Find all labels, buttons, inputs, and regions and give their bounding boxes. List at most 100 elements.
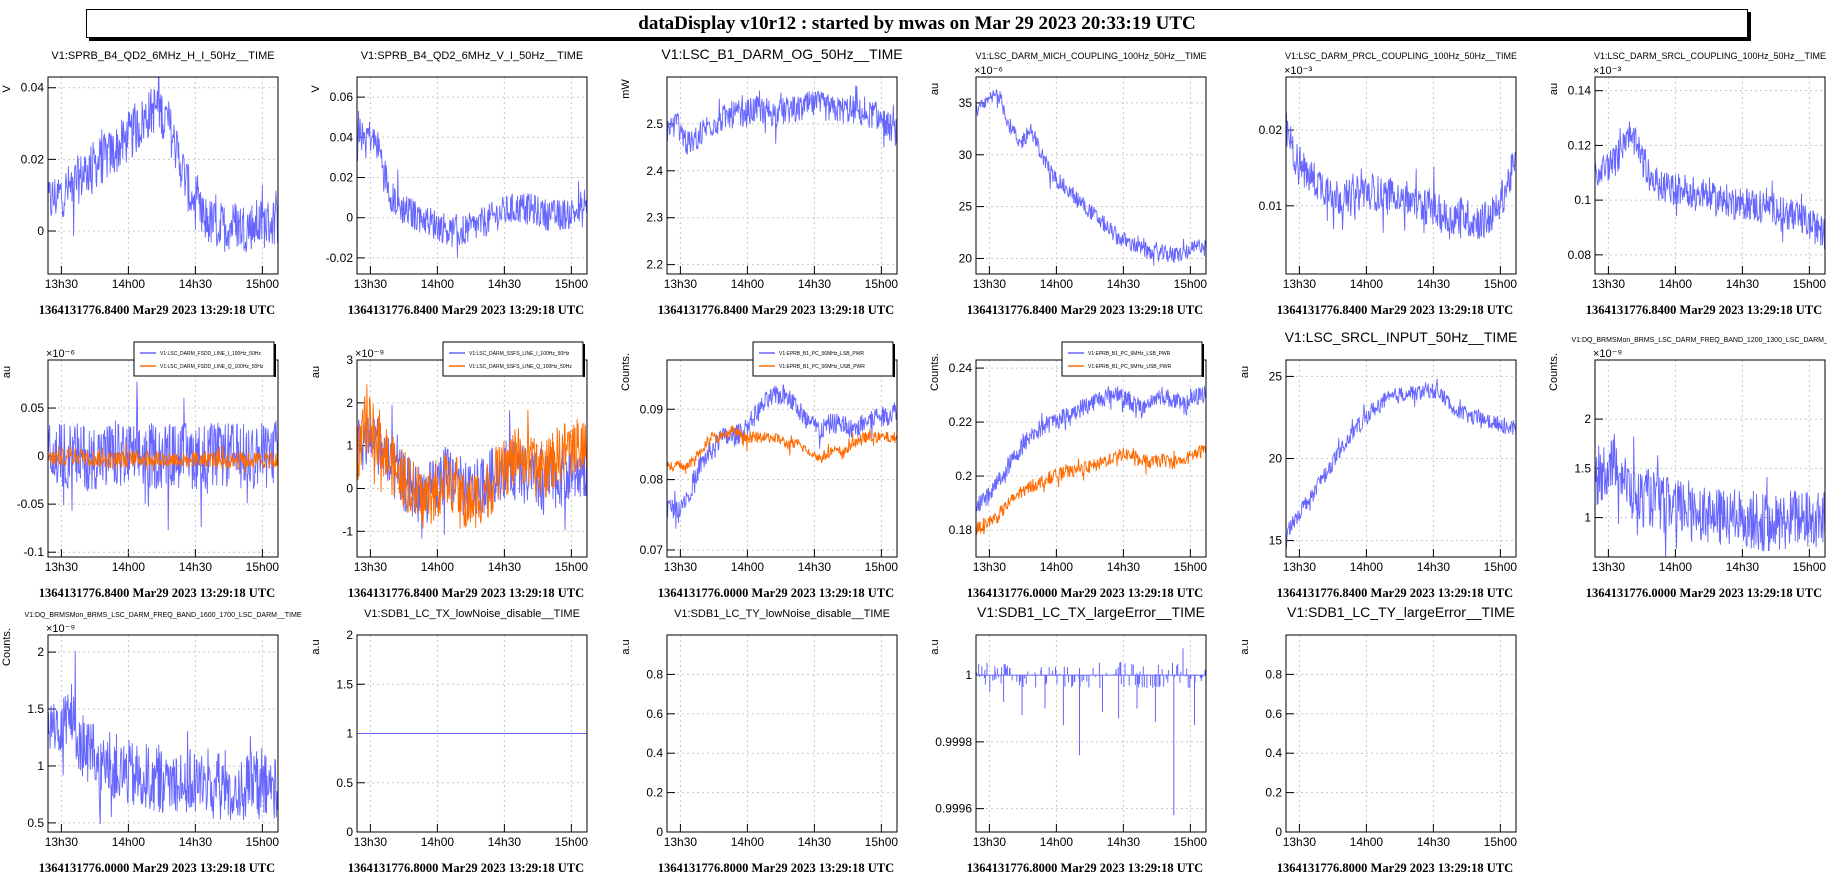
series-line-orange — [48, 441, 278, 474]
series-line-blue — [976, 385, 1206, 514]
x-tick-label: 14h30 — [798, 560, 832, 574]
y-axis-label: au — [1548, 83, 1560, 95]
x-tick-label: 13h30 — [354, 560, 388, 574]
chart-footer-timestamp: 1364131776.8400 Mar29 2023 13:29:18 UTC — [1277, 303, 1513, 317]
x-tick-label: 13h30 — [1283, 560, 1317, 574]
legend-entry-label: V1:EPRB_B1_PC_56MHz_USB_PWR — [779, 364, 865, 370]
legend: V1:LSC_DARM_SSFS_LINE_I_100Hz_50Hz V1:LSC… — [442, 341, 585, 377]
y-tick-label: 0.2 — [646, 786, 663, 800]
x-tick-label: 14h30 — [798, 835, 832, 849]
x-tick-label: 14h00 — [1040, 277, 1074, 291]
y-tick-label: 0.5 — [336, 776, 353, 790]
y-tick-label: 0.9998 — [935, 735, 972, 749]
x-tick-label: 15h00 — [1793, 277, 1827, 291]
y-tick-label: 0.04 — [330, 130, 354, 144]
chart-title: V1:LSC_SRCL_INPUT_50Hz__TIME — [1285, 329, 1518, 345]
x-tick-label: 15h00 — [1174, 835, 1208, 849]
x-tick-label: 13h30 — [45, 835, 79, 849]
y-exponent-label: ×10⁻³ — [1284, 65, 1312, 77]
x-tick-label: 13h30 — [664, 560, 698, 574]
y-axis-label: a.u — [620, 639, 632, 654]
chart-footer-timestamp: 1364131776.8400 Mar29 2023 13:29:18 UTC — [348, 586, 584, 600]
plot-frame — [1594, 76, 1826, 275]
y-axis-label: a.u — [1239, 639, 1251, 654]
chart-panel-4: V1:LSC_DARM_MICH_COUPLING_100Hz_50Hz__TI… — [929, 51, 1207, 317]
y-axis-label: mW — [620, 79, 632, 99]
legend-entry-label: V1:LSC_DARM_FSDD_LINE_Q_100Hz_50Hz — [160, 364, 264, 370]
x-tick-label: 13h30 — [45, 277, 79, 291]
y-tick-label: 1 — [346, 439, 353, 453]
chart-title: V1:SPRB_B4_QD2_6MHz_H_I_50Hz__TIME — [51, 50, 274, 62]
x-tick-label: 14h00 — [1350, 277, 1384, 291]
y-tick-label: 2.4 — [646, 164, 663, 178]
y-tick-label: 0.08 — [1568, 248, 1592, 262]
y-tick-label: 0 — [346, 211, 353, 225]
x-tick-label: 14h00 — [1350, 560, 1384, 574]
x-tick-label: 14h30 — [1417, 560, 1451, 574]
x-tick-label: 14h30 — [179, 835, 213, 849]
y-tick-label: 0 — [37, 224, 44, 238]
x-tick-label: 13h30 — [973, 277, 1007, 291]
y-tick-label: 0.06 — [330, 90, 354, 104]
chart-title: V1:SPRB_B4_QD2_6MHz_V_I_50Hz__TIME — [361, 50, 584, 62]
x-tick-label: 14h00 — [112, 277, 146, 291]
legend: V1:LSC_DARM_FSDD_LINE_I_100Hz_50Hz V1:LSC… — [133, 341, 276, 377]
chart-footer-timestamp: 1364131776.8400 Mar29 2023 13:29:18 UTC — [39, 303, 275, 317]
plot-frame — [47, 76, 279, 275]
y-tick-label: -0.1 — [23, 545, 44, 559]
legend: V1:EPRB_B1_PC_56MHz_LSB_PWR V1:EPRB_B1_PC… — [752, 341, 895, 377]
series-line-blue — [976, 661, 1206, 689]
chart-footer-timestamp: 1364131776.8000 Mar29 2023 13:29:18 UTC — [1277, 861, 1513, 875]
x-tick-label: 14h30 — [179, 277, 213, 291]
chart-footer-timestamp: 1364131776.0000 Mar29 2023 13:29:18 UTC — [1586, 586, 1822, 600]
x-tick-label: 14h00 — [421, 277, 455, 291]
y-tick-label: 2 — [1584, 412, 1591, 426]
series-line-blue — [1595, 433, 1825, 557]
legend-entry-label: V1:LSC_DARM_FSDD_LINE_I_100Hz_50Hz — [160, 351, 261, 357]
series-line-blue — [667, 85, 897, 155]
y-axis-label: Counts. — [1548, 353, 1560, 391]
chart-title: V1:LSC_B1_DARM_OG_50Hz__TIME — [661, 46, 902, 62]
chart-panel-12: V1:DQ_BRMSMon_BRMS_LSC_DARM_FREQ_BAND_12… — [1548, 337, 1827, 600]
chart-panel-3: V1:LSC_B1_DARM_OG_50Hz__TIME mW 13h30 14h00… — [620, 46, 903, 317]
y-tick-label: 1.5 — [27, 702, 44, 716]
legend: V1:EPRB_B1_PC_6MHz_LSB_PWR V1:EPRB_B1_PC_… — [1061, 341, 1204, 377]
chart-panel-16: V1:SDB1_LC_TX_largeError__TIME a.u 13h30 14… — [929, 604, 1207, 875]
x-tick-label: 14h00 — [1040, 560, 1074, 574]
y-tick-label: 1 — [1584, 511, 1591, 525]
y-tick-label: 0.9996 — [935, 802, 972, 816]
y-axis-label: Counts. — [1, 628, 13, 666]
chart-panel-14: V1:SDB1_LC_TX_lowNoise_disable__TIME a.u 1… — [310, 608, 588, 875]
chart-panel-8: au ×10⁻⁹ 13h30 14h00 14h30 15h00 -1 0 1 2 3 V1:LSC_… — [310, 341, 588, 600]
chart-footer-timestamp: 1364131776.0000 Mar29 2023 13:29:18 UTC — [967, 586, 1203, 600]
x-tick-label: 15h00 — [246, 277, 280, 291]
y-axis-label: au — [310, 366, 322, 378]
x-tick-label: 14h00 — [1040, 835, 1074, 849]
y-tick-label: 0 — [656, 825, 663, 839]
y-axis-label: Counts. — [620, 353, 632, 391]
y-tick-label: 0 — [1275, 825, 1282, 839]
series-line-orange — [357, 384, 587, 529]
plot-frame — [1285, 359, 1517, 558]
x-tick-label: 15h00 — [555, 835, 589, 849]
x-tick-label: 13h30 — [973, 560, 1007, 574]
chart-footer-timestamp: 1364131776.8000 Mar29 2023 13:29:18 UTC — [658, 861, 894, 875]
y-tick-label: 2.5 — [646, 117, 663, 131]
x-tick-label: 13h30 — [45, 560, 79, 574]
plot-frame — [356, 634, 588, 833]
y-axis-label: V — [1, 85, 13, 93]
series-line-blue — [1595, 121, 1825, 250]
y-tick-label: 0.22 — [949, 415, 973, 429]
y-exponent-label: ×10⁻⁹ — [355, 348, 384, 360]
display-title: dataDisplay v10r12 : started by mwas on … — [638, 12, 1196, 34]
x-tick-label: 14h00 — [731, 277, 765, 291]
y-tick-label: 0.5 — [27, 816, 44, 830]
x-tick-label: 13h30 — [354, 835, 388, 849]
x-tick-label: 13h30 — [664, 277, 698, 291]
plot-frame — [47, 634, 279, 833]
series-line-blue — [357, 110, 587, 258]
y-tick-label: -1 — [342, 524, 353, 538]
legend-box — [1061, 341, 1203, 377]
y-axis-label: a.u — [929, 639, 941, 654]
